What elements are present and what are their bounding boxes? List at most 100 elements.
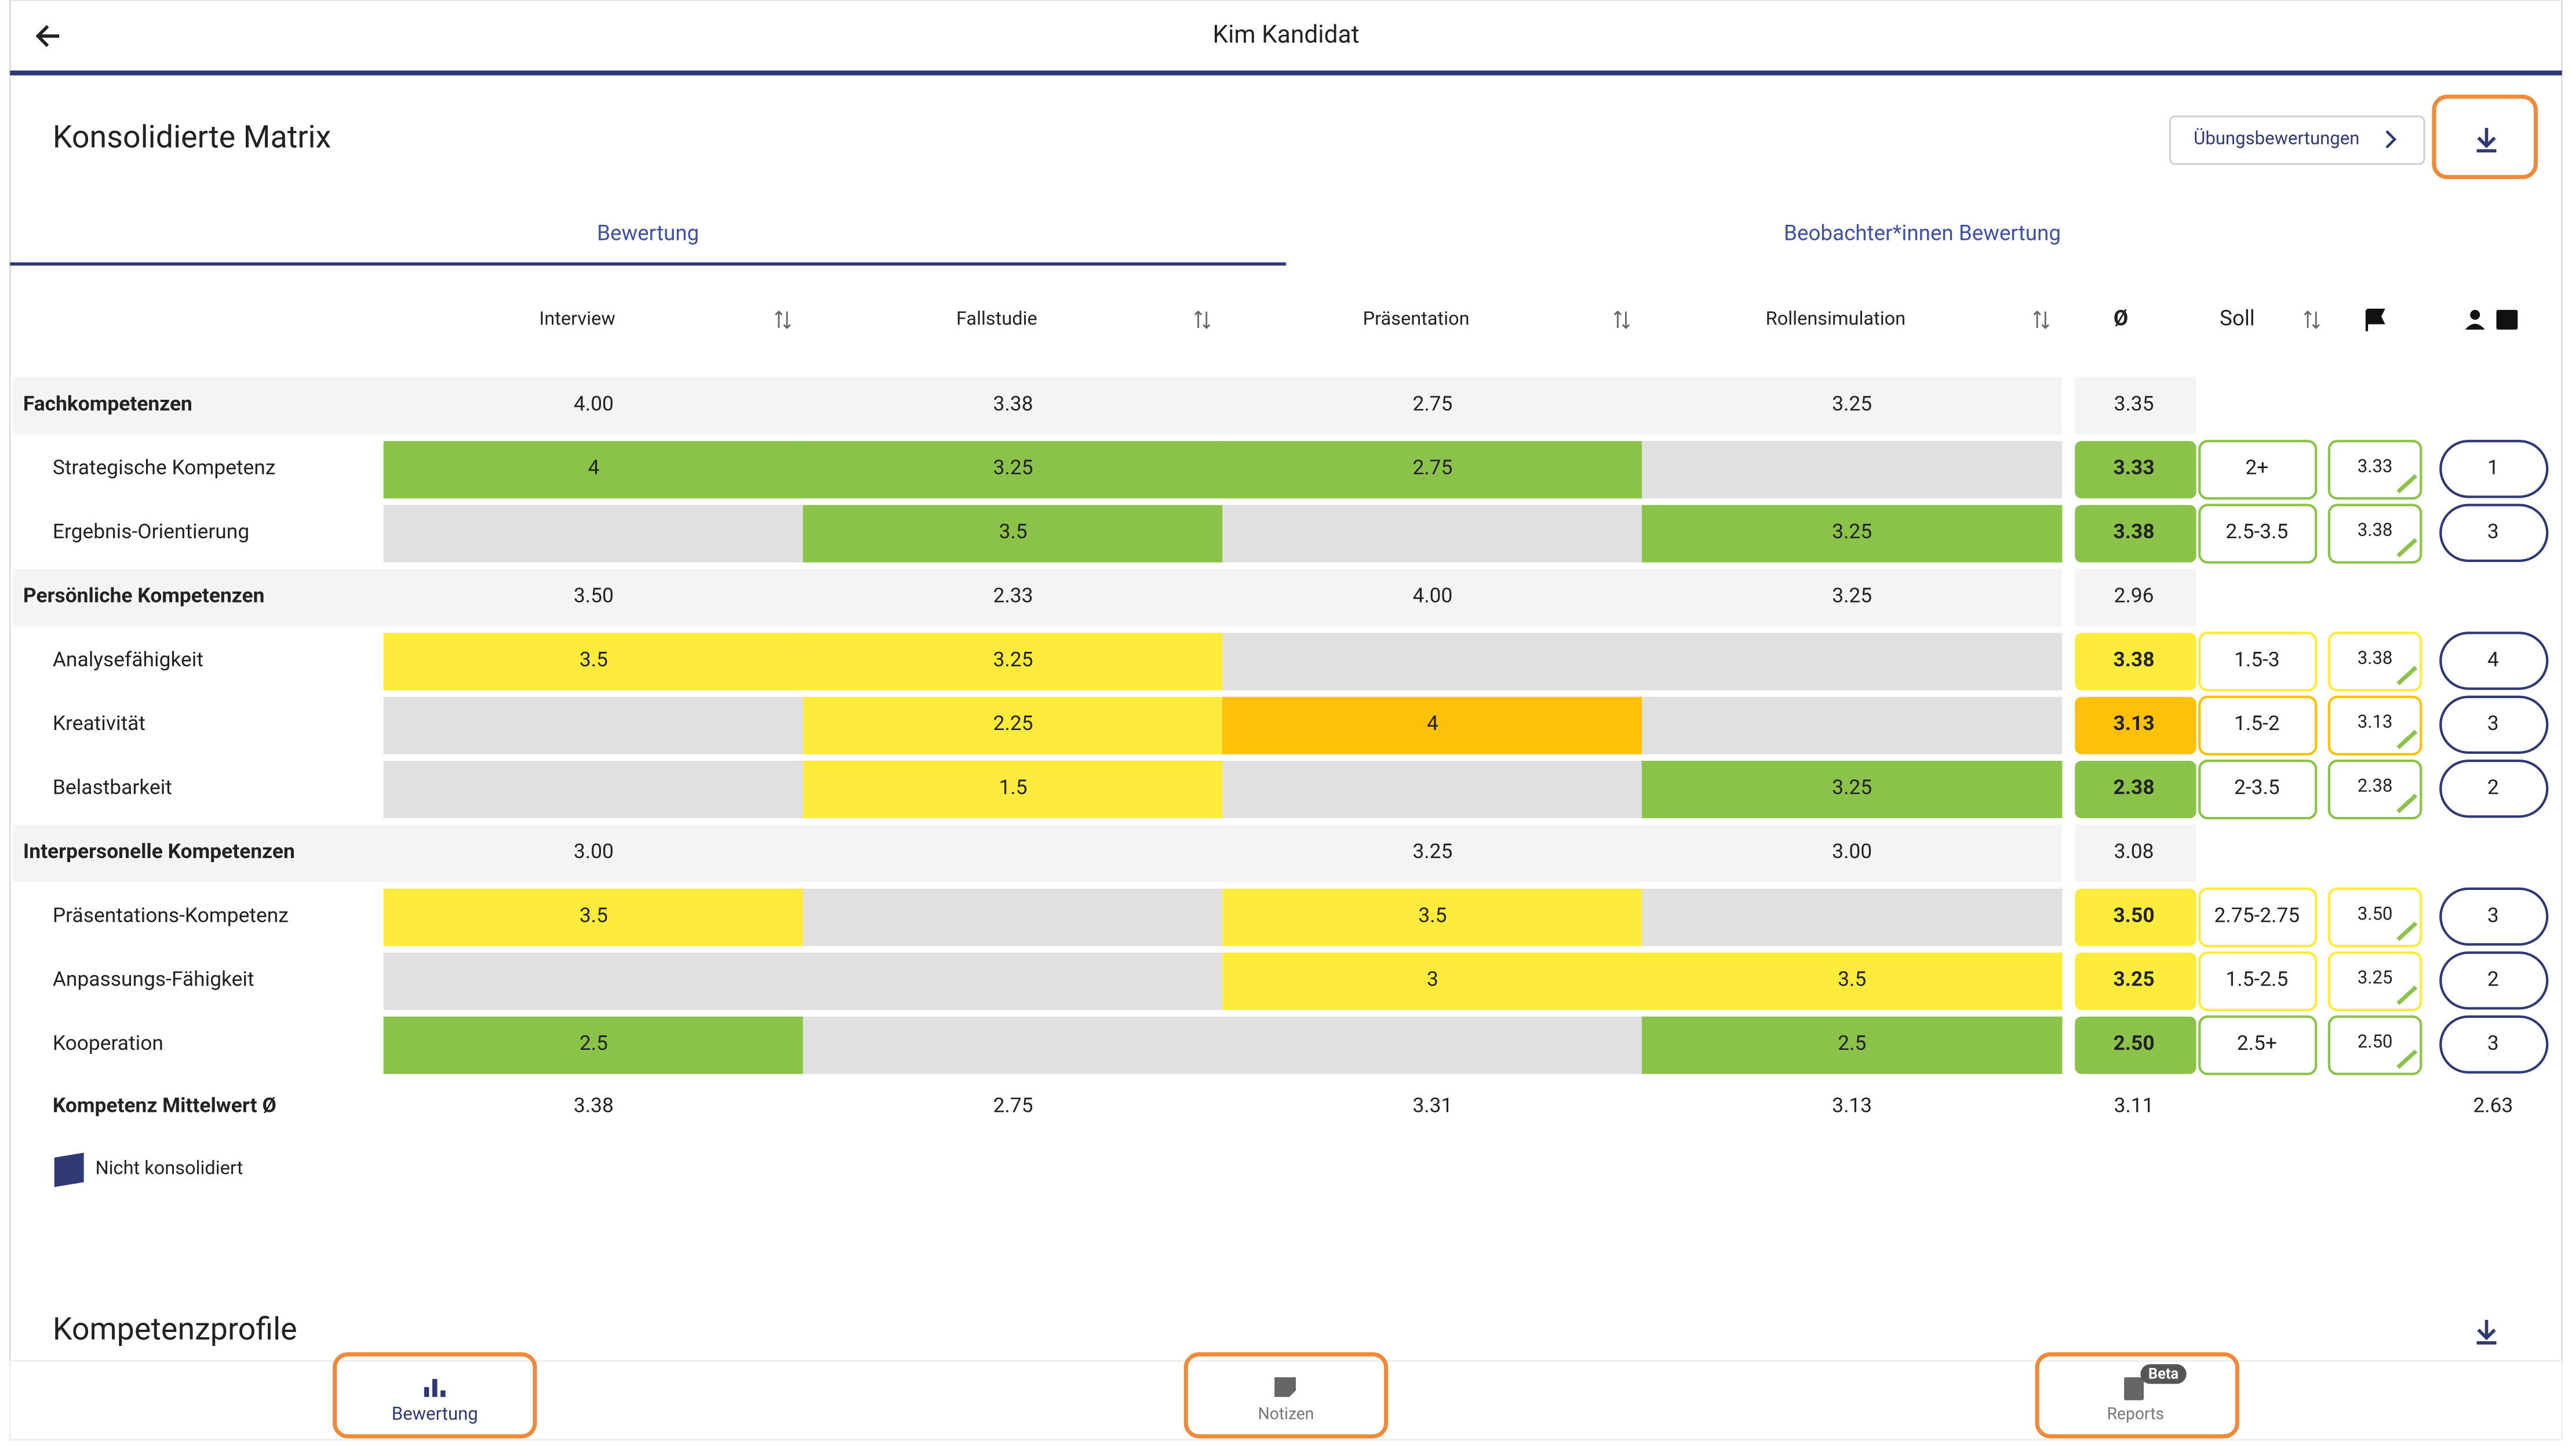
highlight xyxy=(2432,94,2538,180)
score-cell xyxy=(1222,696,1643,754)
count-pill[interactable] xyxy=(2439,951,2549,1010)
score-value: 3.5 xyxy=(1838,967,1866,991)
count-pill[interactable] xyxy=(2439,632,2549,690)
footer-label: Kompetenz Mittelwert Ø xyxy=(53,1093,276,1118)
count-pill[interactable] xyxy=(2439,1015,2549,1074)
score-cell xyxy=(383,953,804,1010)
count-value: 3 xyxy=(2487,1031,2499,1055)
person-icon xyxy=(2465,323,2485,330)
sort-icon[interactable] xyxy=(2304,310,2320,329)
soll-value: 2+ xyxy=(2245,455,2268,480)
count-pill[interactable] xyxy=(2439,440,2549,498)
row-name: Kooperation xyxy=(53,1031,163,1055)
nav-item[interactable]: Reports xyxy=(2107,1404,2165,1424)
footer-value: 3.31 xyxy=(1412,1093,1452,1118)
row-name: Anpassungs-Fähigkeit xyxy=(53,967,254,991)
row-name: Strategische Kompetenz xyxy=(53,455,276,480)
legend-icon xyxy=(54,1152,84,1187)
score-cell xyxy=(1641,633,2063,691)
score-cell xyxy=(383,441,804,499)
soll-value: 2.5+ xyxy=(2237,1031,2277,1055)
count-pill[interactable] xyxy=(2439,695,2549,754)
column-header[interactable]: Interview xyxy=(539,307,615,329)
table-icon xyxy=(2496,309,2518,330)
flag-icon xyxy=(2365,308,2385,331)
avg-cell xyxy=(2075,441,2196,499)
score-value: 2.50 xyxy=(2358,1031,2393,1052)
score-box[interactable] xyxy=(2327,887,2422,948)
exercise-button[interactable] xyxy=(2169,115,2425,165)
score-box[interactable] xyxy=(2327,503,2422,564)
avg-value: 2.38 xyxy=(2114,775,2155,800)
count-value: 2 xyxy=(2487,775,2499,800)
profile-title: Kompetenzprofile xyxy=(53,1311,297,1348)
column-header[interactable]: Präsentation xyxy=(1363,307,1470,329)
soll-value: 2.5-3.5 xyxy=(2225,519,2288,543)
download-button[interactable] xyxy=(2476,1320,2497,1345)
group-value: 3.00 xyxy=(1832,839,1872,863)
group-value: 3.00 xyxy=(574,839,614,863)
download-button[interactable] xyxy=(2476,127,2497,153)
score-cell xyxy=(1222,761,1643,819)
column-header[interactable]: Rollensimulation xyxy=(1766,307,1906,329)
score-box[interactable] xyxy=(2327,1015,2422,1075)
score-value: 1.5 xyxy=(999,775,1028,800)
avg-cell xyxy=(2075,953,2196,1010)
soll-box xyxy=(2198,695,2318,756)
count-value: 4 xyxy=(2487,647,2499,672)
nav-item[interactable]: Bewertung xyxy=(392,1403,478,1424)
count-pill[interactable] xyxy=(2439,503,2549,562)
score-value: 2.5 xyxy=(580,1031,608,1055)
sort-icon[interactable] xyxy=(2033,310,2049,329)
avg-header: Ø xyxy=(2114,306,2128,331)
soll-value: 1.5-3 xyxy=(2234,647,2280,672)
score-cell xyxy=(383,633,804,691)
tab[interactable]: Beobachter*innen Bewertung xyxy=(1784,220,2061,245)
highlight xyxy=(333,1352,537,1439)
score-cell xyxy=(1222,1016,1643,1074)
sort-icon[interactable] xyxy=(775,310,791,329)
header-title: Kim Kandidat xyxy=(1213,20,1360,49)
group-name: Fachkompetenzen xyxy=(23,391,192,415)
score-value: 3.13 xyxy=(2358,711,2393,732)
sort-icon[interactable] xyxy=(1194,310,1211,329)
score-box[interactable] xyxy=(2327,759,2422,820)
soll-box xyxy=(2198,440,2318,500)
score-cell xyxy=(1222,953,1643,1010)
footer-value: 2.75 xyxy=(993,1093,1033,1118)
score-box[interactable] xyxy=(2327,440,2422,500)
group-value: 3.50 xyxy=(574,583,614,607)
group-row xyxy=(13,824,2062,882)
count-pill[interactable] xyxy=(2439,759,2549,818)
person-icon xyxy=(2470,309,2480,320)
count-value: 3 xyxy=(2487,903,2499,927)
score-value: 3.25 xyxy=(2358,967,2393,988)
score-cell xyxy=(803,633,1223,691)
score-box[interactable] xyxy=(2327,632,2422,692)
group-value: 2.75 xyxy=(1412,391,1452,415)
footer-count-avg: 2.63 xyxy=(2473,1093,2513,1118)
sort-icon[interactable] xyxy=(1613,310,1630,329)
soll-header[interactable]: Soll xyxy=(2220,306,2255,331)
group-value: 3.38 xyxy=(993,391,1033,415)
score-box[interactable] xyxy=(2327,951,2422,1012)
avg-value: 3.33 xyxy=(2114,455,2155,480)
avg-value: 3.38 xyxy=(2114,647,2155,672)
score-cell xyxy=(1222,505,1643,563)
column-header[interactable]: Fallstudie xyxy=(956,307,1037,329)
footer-value: 3.38 xyxy=(574,1093,614,1118)
nav-item[interactable]: Notizen xyxy=(1258,1404,1314,1424)
group-value: 2.33 xyxy=(993,583,1033,607)
footer-value: 3.13 xyxy=(1832,1093,1872,1118)
avg-value: 3.38 xyxy=(2114,519,2155,543)
avg-value: 2.50 xyxy=(2114,1031,2155,1055)
count-pill[interactable] xyxy=(2439,887,2549,946)
edit-icon xyxy=(2396,793,2418,813)
soll-box xyxy=(2198,951,2318,1012)
score-box[interactable] xyxy=(2327,695,2422,756)
legend-label: Nicht konsolidiert xyxy=(95,1156,243,1178)
back-button[interactable] xyxy=(35,25,60,48)
count-value: 3 xyxy=(2487,519,2499,543)
tab[interactable]: Bewertung xyxy=(597,220,699,245)
